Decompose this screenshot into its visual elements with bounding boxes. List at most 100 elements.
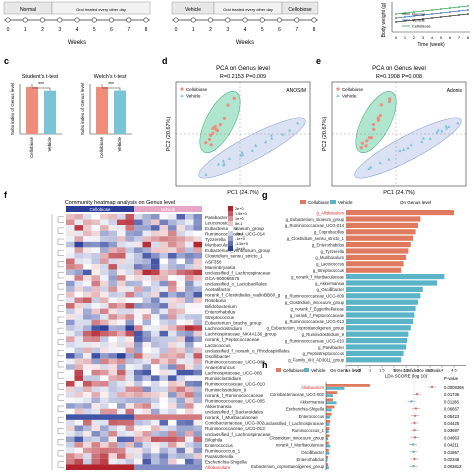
bw-point <box>413 19 415 21</box>
heatmap-cell <box>125 353 134 359</box>
heatmap-cell <box>142 397 151 404</box>
heatmap-cell <box>91 464 100 470</box>
diff-bar-cellobiose <box>326 420 331 423</box>
heatmap-cell <box>100 364 109 370</box>
heatmap-cell <box>159 347 168 354</box>
pca-point-cellobiose <box>387 99 392 103</box>
heatmap-cell <box>83 419 92 426</box>
heatmap-cell <box>193 336 202 342</box>
heatmap-row-label: Eubacterium_brachy_group <box>205 321 262 326</box>
heatmap-row-label: ASF356 <box>205 259 222 264</box>
heatmap-cell <box>151 314 160 320</box>
heatmap-cell <box>176 442 185 448</box>
heatmap-cell <box>151 353 160 359</box>
heatmap-cell <box>134 325 143 331</box>
lda-bar-label: g_Lactococcus <box>316 262 344 267</box>
heatmap-cell <box>151 419 160 426</box>
diff-ci-point <box>430 385 434 389</box>
heatmap-cell <box>176 247 185 253</box>
heatmap-dendrogram <box>57 428 64 434</box>
bw-point <box>395 17 397 19</box>
bw-point <box>413 11 415 13</box>
heatmap-cell <box>83 358 92 365</box>
heatmap-cell <box>117 264 126 270</box>
heatmap-cell <box>193 214 202 220</box>
heatmap-scale-label: 1.5e+0 <box>235 212 247 216</box>
pca-point-vehicle <box>440 129 444 133</box>
diff-legend-label: Vehicle <box>311 368 326 373</box>
bw-xlabel: Time (week) <box>417 42 445 48</box>
heatmap-cell <box>151 303 160 309</box>
diff-ci-point <box>413 414 417 417</box>
heatmap-cell <box>66 319 75 326</box>
pca-point-vehicle <box>378 161 382 165</box>
lda-bar <box>346 242 411 248</box>
heatmap-cell <box>151 447 160 454</box>
bar <box>114 90 126 134</box>
heatmap-cell <box>176 364 185 370</box>
timeline-tick-dot <box>208 17 214 23</box>
heatmap-cell <box>168 308 177 315</box>
heatmap-cell <box>83 308 92 315</box>
heatmap-row-label: Leuconostoc <box>205 220 232 225</box>
timeline-tick-label: 1 <box>192 27 195 33</box>
pca-point-cellobiose <box>364 144 368 148</box>
heatmap-cell <box>176 303 185 309</box>
heatmap-cell <box>100 442 109 448</box>
heatmap-cell <box>193 436 202 443</box>
heatmap-row-label: Ruminiclostridium_9 <box>205 387 247 392</box>
diff-bar-vehicle <box>326 444 331 448</box>
heatmap-cell <box>74 414 83 420</box>
bar-category-label: Cellobiose <box>29 137 34 159</box>
heatmap-cell <box>193 286 202 292</box>
heatmap-cell <box>66 291 75 298</box>
heatmap-cell <box>74 269 83 276</box>
timeline-ticks: 0 1 2 3 4 5 6 7 8 <box>5 17 149 33</box>
heatmap-cell <box>83 347 92 354</box>
diff-bar-vehicle <box>326 423 330 426</box>
diff-pvalue: 0.01957 <box>444 450 460 455</box>
heatmap-row-label: Bifidobacterium <box>205 304 237 309</box>
heatmap-cell <box>185 247 194 253</box>
heatmap-cell <box>151 397 160 404</box>
heatmap-cell <box>108 386 117 393</box>
heatmap-cell <box>159 425 168 432</box>
heatmap-cell <box>83 408 92 415</box>
heatmap-cell <box>117 353 126 359</box>
lda-panel: Cellobiose Vehicle On Genus level g_Allobac… <box>266 200 466 379</box>
heatmap-cell <box>134 291 143 298</box>
heatmap-cell <box>108 431 117 437</box>
pca-xlabel: PC1 (24.7%) <box>227 190 259 196</box>
diff-bar-cellobiose <box>326 398 334 402</box>
heatmap-cell <box>168 397 177 404</box>
heatmap-row-label: Eubacterium_siraeum_group <box>205 226 264 231</box>
heatmap-cell <box>117 425 126 432</box>
heatmap-row-label: Enterorhabdus <box>205 309 236 314</box>
heatmap-cell <box>193 397 202 404</box>
heatmap-cell <box>83 375 92 381</box>
heatmap-cell <box>151 380 160 387</box>
lda-tick-label: 3.5 <box>427 369 432 373</box>
heatmap-cell <box>74 336 83 342</box>
heatmap-cell <box>168 464 177 470</box>
heatmap-cell <box>100 458 109 465</box>
heatmap-cell <box>159 442 168 448</box>
diff-bar-vehicle <box>326 430 329 433</box>
heatmap-cell <box>91 380 100 387</box>
heatmap-cell <box>185 453 194 459</box>
heatmap-cell <box>176 453 185 459</box>
heatmap-cell <box>83 247 92 253</box>
heatmap-cell <box>185 392 194 398</box>
heatmap-cell <box>66 308 75 315</box>
pca-point-vehicle <box>281 132 285 136</box>
lda-bar <box>346 338 408 344</box>
heatmap-cell <box>142 408 151 415</box>
heatmap-cell <box>168 414 177 420</box>
heatmap-dendrogram <box>57 250 64 256</box>
pca-point-cellobiose <box>209 133 213 137</box>
heatmap-cell <box>100 447 109 454</box>
heatmap-cell <box>168 258 177 265</box>
heatmap-cell <box>91 453 100 459</box>
heatmap-cell <box>83 319 92 326</box>
lda-bar-label: g_Ruminococcaceae_UCG-010 <box>285 338 345 343</box>
